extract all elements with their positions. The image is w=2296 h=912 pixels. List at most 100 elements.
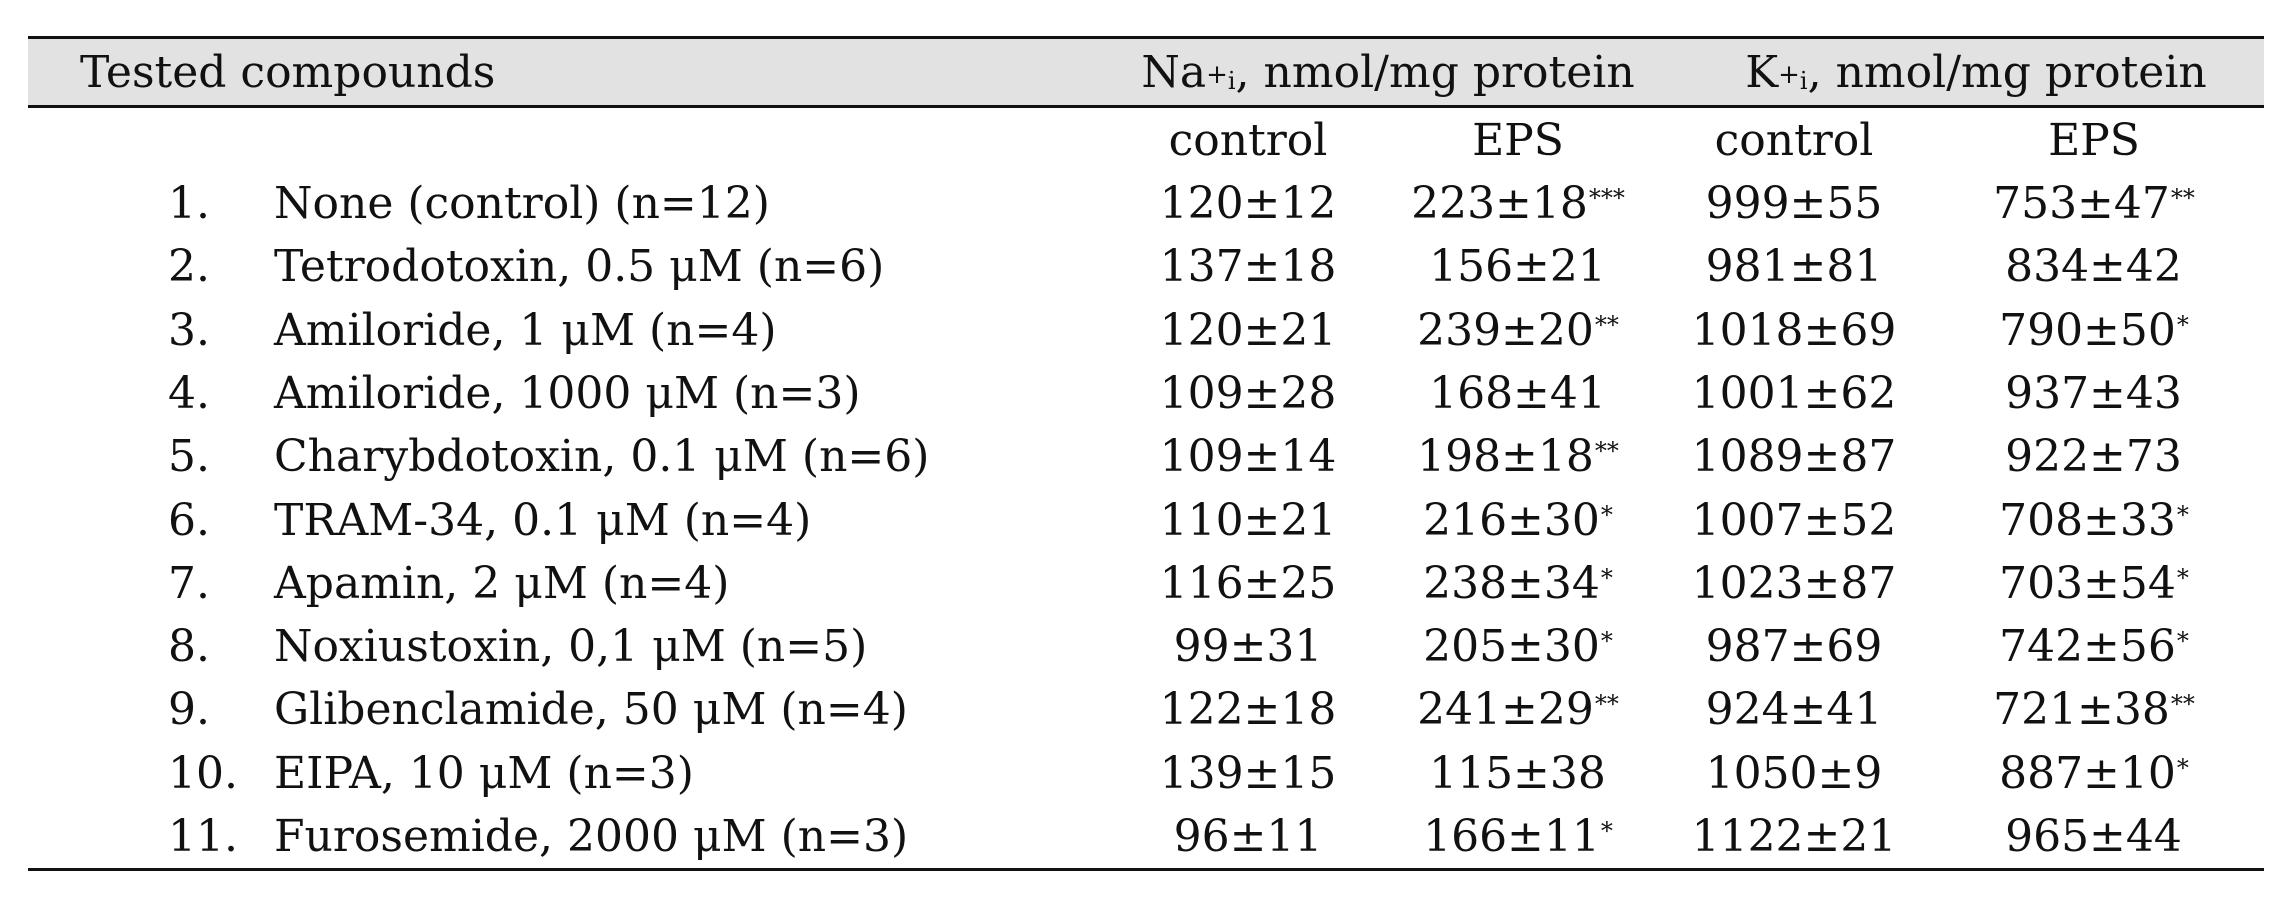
significance-marker: * (2176, 563, 2189, 592)
significance-marker: * (2176, 627, 2189, 656)
row-k-eps: 753±47** (1944, 177, 2244, 231)
k-unit: , nmol/mg protein (1807, 47, 2207, 98)
row-number-value: 1. (168, 178, 210, 229)
row-number-value: 3. (168, 304, 210, 356)
row-na-control: 122±18 (1098, 683, 1398, 737)
row-na-eps-value: 198±18 (1417, 431, 1594, 483)
row-na-control-value: 137±18 (1159, 241, 1337, 293)
row-na-eps: 198±18** (1368, 430, 1668, 484)
row-k-eps: 834±42 (1944, 240, 2244, 294)
row-na-control: 109±14 (1098, 430, 1398, 484)
row-k-eps: 790±50* (1944, 304, 2244, 358)
row-k-control: 1122±21 (1644, 810, 1944, 864)
na-ion-label: Na (1141, 47, 1207, 98)
table-bottom-rule (28, 868, 2264, 871)
row-compound-value: TRAM-34, 0.1 μM (n=4) (274, 494, 812, 546)
row-k-control: 1007±52 (1644, 494, 1944, 548)
row-number-value: 10. (168, 747, 238, 799)
row-compound-value: Glibenclamide, 50 μM (n=4) (274, 684, 908, 736)
row-na-eps: 168±41 (1368, 367, 1668, 421)
row-compound-value: Amiloride, 1 μM (n=4) (274, 304, 777, 356)
row-compound: Charybdotoxin, 0.1 μM (n=6) (274, 430, 929, 484)
row-number-value: 8. (168, 621, 210, 673)
row-na-eps-value: 205±30 (1423, 621, 1600, 673)
row-k-control: 1018±69 (1644, 304, 1944, 358)
na-subscript: i (1227, 67, 1236, 95)
row-k-eps-value: 834±42 (2005, 241, 2182, 293)
row-number-value: 11. (168, 811, 238, 862)
row-k-eps: 703±54* (1944, 557, 2244, 611)
row-na-control-value: 120±12 (1159, 178, 1337, 229)
row-k-control-value: 981±81 (1705, 241, 1883, 293)
row-k-eps-value: 790±50 (1999, 304, 2176, 356)
row-k-control-value: 999±55 (1705, 178, 1883, 229)
significance-marker: ** (2170, 690, 2195, 719)
row-k-eps: 742±56* (1944, 620, 2244, 674)
row-compound: TRAM-34, 0.1 μM (n=4) (274, 494, 811, 548)
row-number: 10. (168, 747, 238, 801)
row-number-value: 7. (168, 557, 210, 609)
row-k-eps: 887±10* (1944, 747, 2244, 801)
row-k-control: 999±55 (1644, 177, 1944, 231)
row-compound: EIPA, 10 μM (n=3) (274, 747, 694, 801)
significance-marker: * (1600, 627, 1613, 656)
row-na-eps-value: 115±38 (1429, 747, 1606, 799)
row-k-eps-value: 965±44 (2005, 811, 2182, 862)
row-k-control-value: 924±41 (1705, 684, 1883, 736)
row-na-eps: 205±30* (1368, 620, 1668, 674)
row-na-eps-value: 238±34 (1423, 557, 1600, 609)
header-band (28, 39, 2264, 105)
row-na-control: 109±28 (1098, 367, 1398, 421)
row-number-value: 9. (168, 684, 210, 736)
row-compound: Apamin, 2 μM (n=4) (274, 557, 729, 611)
row-number: 8. (168, 620, 210, 674)
row-na-control: 137±18 (1098, 240, 1398, 294)
row-na-eps: 241±29** (1368, 683, 1668, 737)
row-compound: Amiloride, 1 μM (n=4) (274, 304, 777, 358)
row-number: 1. (168, 177, 210, 231)
k-charge: + (1778, 60, 1800, 90)
significance-marker: * (1600, 563, 1613, 592)
row-na-control-value: 110±21 (1159, 494, 1337, 546)
row-number: 9. (168, 683, 210, 737)
row-na-control: 96±11 (1098, 810, 1398, 864)
row-number-value: 5. (168, 431, 210, 483)
row-compound-value: Noxiustoxin, 0,1 μM (n=5) (274, 621, 868, 673)
header-k-group: K+i, nmol/mg protein (1688, 46, 2264, 100)
k-ion-label: K (1745, 47, 1779, 98)
row-k-control-value: 1122±21 (1691, 811, 1897, 862)
row-number: 2. (168, 240, 210, 294)
row-na-eps-value: 216±30 (1423, 494, 1600, 546)
row-number: 4. (168, 367, 210, 421)
significance-marker: *** (1588, 184, 1625, 212)
significance-marker: * (1600, 817, 1613, 845)
row-compound-value: EIPA, 10 μM (n=3) (274, 747, 694, 799)
row-compound: Noxiustoxin, 0,1 μM (n=5) (274, 620, 867, 674)
row-k-eps: 965±44 (1944, 810, 2244, 864)
row-k-control: 987±69 (1644, 620, 1944, 674)
row-k-eps: 708±33* (1944, 494, 2244, 548)
row-compound: Furosemide, 2000 μM (n=3) (274, 810, 908, 864)
subheader-na-control: control (1168, 115, 1328, 166)
row-k-control: 1023±87 (1644, 557, 1944, 611)
row-k-eps-value: 922±73 (2005, 431, 2182, 483)
row-k-eps-value: 742±56 (1999, 621, 2176, 673)
row-na-control: 99±31 (1098, 620, 1398, 674)
row-na-eps-value: 223±18 (1411, 178, 1588, 229)
row-k-control-value: 987±69 (1705, 621, 1883, 673)
subheader-na-eps: EPS (1472, 115, 1564, 166)
row-k-control-value: 1023±87 (1691, 557, 1897, 609)
row-na-eps-value: 241±29 (1417, 684, 1594, 736)
row-na-eps-value: 239±20 (1417, 304, 1594, 356)
row-na-eps-value: 156±21 (1429, 241, 1606, 293)
k-subscript: i (1799, 67, 1808, 95)
row-na-control: 120±21 (1098, 304, 1398, 358)
row-number: 7. (168, 557, 210, 611)
row-k-control: 924±41 (1644, 683, 1944, 737)
row-na-eps: 239±20** (1368, 304, 1668, 358)
row-compound: Amiloride, 1000 μM (n=3) (274, 367, 861, 421)
row-k-eps-value: 721±38 (1993, 684, 2170, 736)
significance-marker: * (1600, 500, 1613, 529)
row-na-control-value: 120±21 (1159, 304, 1337, 356)
header-tested-compounds: Tested compounds (80, 47, 496, 98)
